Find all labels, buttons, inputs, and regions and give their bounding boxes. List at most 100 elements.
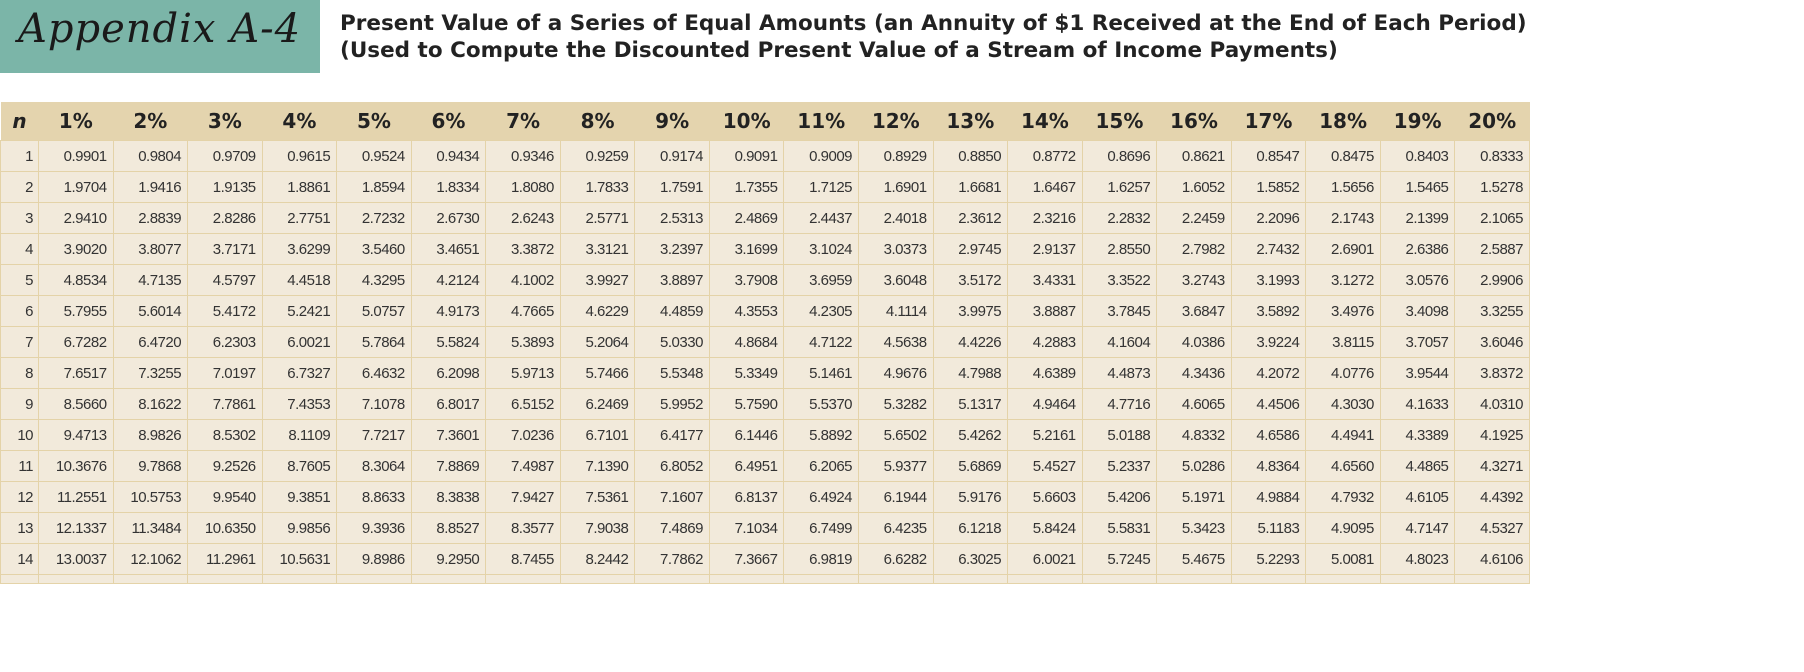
value-cell: 1.7125 [783,171,860,203]
value-cell: 7.3601 [410,419,487,451]
value-cell: 2.9410 [38,202,114,234]
value-cell: 3.9927 [559,264,636,296]
period-cell: 5 [0,264,39,296]
value-cell: 2.8839 [112,202,189,234]
empty-cell [0,574,39,584]
value-cell: 2.7232 [336,202,412,234]
value-cell: 5.7245 [1081,543,1158,575]
value-cell: 10.5631 [261,543,338,575]
empty-cell [708,574,785,584]
value-cell: 6.7327 [261,357,338,389]
value-cell: 3.2397 [634,233,710,265]
value-cell: 5.2064 [559,326,636,358]
value-cell: 1.7591 [634,171,710,203]
empty-cell [112,574,189,584]
value-cell: 1.9135 [187,171,263,203]
value-cell: 3.6048 [858,264,934,296]
value-cell: 4.0310 [1454,388,1530,420]
value-cell: 2.1065 [1454,202,1530,234]
value-cell: 8.3838 [410,481,487,513]
value-cell: 6.7499 [783,512,860,544]
value-cell: 4.3436 [1156,357,1232,389]
value-cell: 4.2305 [783,295,860,327]
value-cell: 6.4235 [858,512,934,544]
value-cell: 4.9173 [410,295,487,327]
value-cell: 4.8534 [38,264,114,296]
value-cell: 6.4720 [112,326,189,358]
value-cell: 4.1002 [485,264,561,296]
value-cell: 4.8684 [708,326,785,358]
value-cell: 3.3522 [1081,264,1158,296]
empty-cell [858,574,934,584]
value-cell: 5.2293 [1230,543,1307,575]
column-header-rate: 4% [262,102,337,141]
value-cell: 9.2526 [187,450,263,482]
value-cell: 8.1109 [261,419,338,451]
value-cell: 5.9952 [634,388,710,420]
value-cell: 4.3295 [336,264,412,296]
value-cell: 6.9819 [783,543,860,575]
value-cell: 5.4262 [932,419,1009,451]
annuity-table: n 1% 2% 3% 4% 5% 6% 7% 8% 9% 10% 11% 12% 13% 14% 15% 16%… [0,102,1530,584]
column-header-rate: 20% [1454,102,1530,141]
value-cell: 0.9346 [485,140,561,172]
value-cell: 6.8052 [634,450,710,482]
value-cell: 8.3064 [336,450,412,482]
empty-cell [783,574,860,584]
value-cell: 3.9020 [38,233,114,265]
value-cell: 2.4869 [708,202,785,234]
value-cell: 8.8633 [336,481,412,513]
value-cell: 4.4392 [1454,481,1530,513]
value-cell: 4.1114 [858,295,934,327]
value-cell: 8.7455 [485,543,561,575]
value-cell: 2.9745 [932,233,1009,265]
value-cell: 1.5656 [1305,171,1381,203]
value-cell: 2.4437 [783,202,860,234]
value-cell: 6.8137 [708,481,785,513]
value-cell: 7.5361 [559,481,636,513]
value-cell: 0.8850 [932,140,1009,172]
value-cell: 5.8424 [1007,512,1083,544]
period-cell: 14 [0,543,39,575]
value-cell: 0.9009 [783,140,860,172]
value-cell: 4.3030 [1305,388,1381,420]
value-cell: 4.6065 [1156,388,1232,420]
value-cell: 3.0576 [1379,264,1456,296]
value-cell: 4.1633 [1379,388,1456,420]
value-cell: 4.7665 [485,295,561,327]
value-cell: 2.8550 [1081,233,1158,265]
value-cell: 4.0776 [1305,357,1381,389]
value-cell: 5.3349 [708,357,785,389]
period-cell: 9 [0,388,39,420]
value-cell: 5.7466 [559,357,636,389]
value-cell: 5.0081 [1305,543,1381,575]
value-cell: 6.1218 [932,512,1009,544]
value-cell: 2.5771 [559,202,636,234]
column-header-rate: 13% [933,102,1008,141]
value-cell: 6.7101 [559,419,636,451]
value-cell: 5.2421 [261,295,338,327]
value-cell: 3.5460 [336,233,412,265]
value-cell: 5.1971 [1156,481,1232,513]
value-cell: 8.1622 [112,388,189,420]
value-cell: 0.9709 [187,140,263,172]
value-cell: 3.4098 [1379,295,1456,327]
value-cell: 5.8892 [783,419,860,451]
value-cell: 5.5370 [783,388,860,420]
empty-cell [559,574,636,584]
empty-cell [932,574,1009,584]
value-cell: 2.2096 [1230,202,1307,234]
value-cell: 3.4651 [410,233,487,265]
title-line-2: (Used to Compute the Discounted Present … [340,38,1338,63]
value-cell: 3.1699 [708,233,785,265]
value-cell: 4.3389 [1379,419,1456,451]
value-cell: 8.9826 [112,419,189,451]
value-cell: 8.7605 [261,450,338,482]
value-cell: 7.1078 [336,388,412,420]
value-cell: 3.7171 [187,233,263,265]
value-cell: 3.7057 [1379,326,1456,358]
value-cell: 4.1925 [1454,419,1530,451]
value-cell: 5.1461 [783,357,860,389]
value-cell: 4.7122 [783,326,860,358]
value-cell: 2.3216 [1007,202,1083,234]
